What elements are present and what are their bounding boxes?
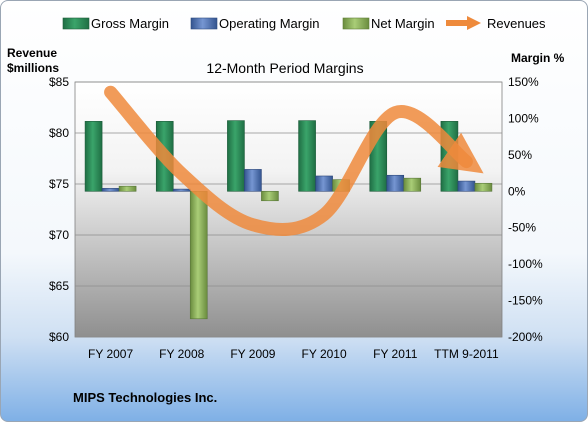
legend-item-gross-margin: Gross Margin [62,16,169,31]
right-tick-label: 100% [508,111,539,125]
legend-label-net-margin: Net Margin [371,16,435,31]
x-tick-label: FY 2010 [302,347,347,361]
revenue-trend [104,85,484,236]
legend-label-gross-margin: Gross Margin [91,16,169,31]
legend: Gross Margin Operating Margin Net Margin… [62,16,546,31]
bar-net-margin [474,182,493,192]
x-tick-label: FY 2007 [88,347,133,361]
x-tick-label: FY 2008 [159,347,204,361]
x-tick-label: FY 2011 [373,347,418,361]
x-tick-label: TTM 9-2011 [434,347,499,361]
legend-label-revenues: Revenues [487,16,546,31]
bar-operating-margin [315,175,333,192]
left-tick-label: $80 [49,126,69,140]
left-tick-label: $75 [49,177,69,191]
legend-item-operating-margin: Operating Margin [190,16,319,31]
legend-swatch-net [342,17,370,30]
legend-swatch-operating [190,17,218,30]
left-tick-label: $60 [49,330,69,344]
right-tick-label: 0% [508,184,526,198]
x-axis-ticks: FY 2007 FY 2008 FY 2009 FY 2010 FY 2011 TTM 9… [88,347,499,361]
bar-net-margin [403,177,422,192]
right-tick-label: -100% [508,257,543,271]
left-tick-label: $70 [49,228,69,242]
legend-arrowhead-revenues [467,16,481,30]
right-tick-label: 150% [508,75,539,89]
revenue-trend-line [104,85,484,236]
legend-item-revenues: Revenues [446,16,546,31]
right-axis-ticks: -200% -150% -100% -50% 0% 50% 100% 150% [508,75,543,344]
left-axis-ticks: $60 $65 $70 $75 $80 $85 [49,75,69,344]
bar-gross-margin [84,121,103,192]
bar-net-margin [189,190,208,320]
bar-net-margin [118,185,137,192]
x-tick-label: FY 2009 [230,347,275,361]
bar-gross-margin [298,120,316,192]
legend-item-net-margin: Net Margin [342,16,435,31]
legend-swatch-gross [62,17,90,30]
bar-operating-margin [386,174,405,192]
left-tick-label: $85 [49,75,69,89]
legend-label-operating-margin: Operating Margin [219,16,319,31]
right-tick-label: -50% [508,221,536,235]
bar-gross-margin [227,120,245,192]
right-tick-label: 50% [508,148,532,162]
left-axis-title-line2: $millions [7,61,59,75]
company-name: MIPS Technologies Inc. [73,390,217,405]
right-tick-label: -150% [508,294,543,308]
chart-title: 12-Month Period Margins [206,60,363,76]
bar-operating-margin [172,188,191,192]
right-axis-title: Margin % [511,51,565,65]
bar-operating-margin [244,169,262,192]
bar-operating-margin [457,180,476,192]
bar-net-margin [261,190,279,202]
left-tick-label: $65 [49,279,69,293]
right-tick-label: -200% [508,330,543,344]
left-axis-title-line1: Revenue [7,46,57,60]
bar-operating-margin [101,188,120,192]
